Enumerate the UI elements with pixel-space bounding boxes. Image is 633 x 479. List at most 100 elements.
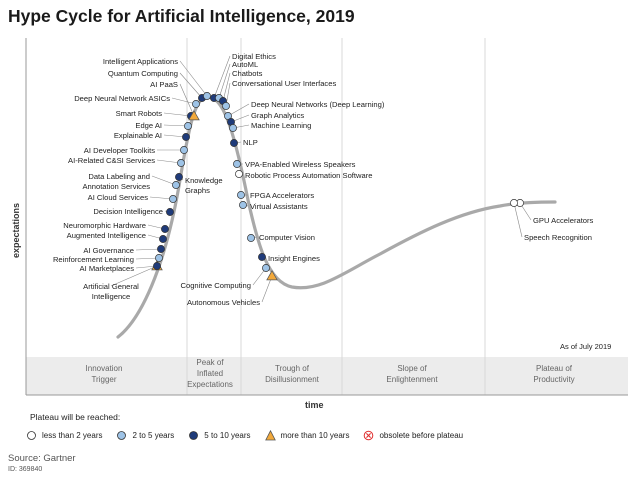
tech-marker xyxy=(203,92,211,100)
leader-line xyxy=(179,72,203,99)
tech-label: NLP xyxy=(243,138,258,147)
tech-label: Speech Recognition xyxy=(524,233,592,242)
leader-line xyxy=(222,72,231,102)
phase-label: Innovation Trigger xyxy=(86,364,123,384)
tech-label: Edge AI xyxy=(135,121,162,130)
tech-label: Digital Ethics xyxy=(232,52,276,61)
chart-title: Hype Cycle for Artificial Intelligence, … xyxy=(8,6,355,26)
leader-line xyxy=(171,97,197,105)
tech-marker xyxy=(159,235,167,243)
tech-label: Insight Engines xyxy=(268,254,320,263)
leader-line xyxy=(156,159,182,164)
tech-label: VPA-Enabled Wireless Speakers xyxy=(245,160,356,169)
leader-line xyxy=(213,55,231,99)
tech-label: Computer Vision xyxy=(259,233,315,242)
tech-label: AI Governance xyxy=(83,246,134,255)
legend-label: more than 10 years xyxy=(280,431,350,440)
leader-line xyxy=(163,112,192,117)
phase-label: Trough of Disillusionment xyxy=(265,364,320,384)
tech-label: Autonomous Vehicles xyxy=(187,298,260,307)
legend-label: less than 2 years xyxy=(42,431,103,440)
tech-marker xyxy=(247,234,255,242)
phase-band xyxy=(26,357,628,395)
tech-marker xyxy=(262,264,270,272)
legend-title: Plateau will be reached: xyxy=(30,412,121,422)
leader-line xyxy=(179,83,195,117)
tech-marker xyxy=(161,225,169,233)
leader-line xyxy=(179,60,208,97)
legend: less than 2 years 2 to 5 years 5 to 10 yea… xyxy=(26,430,463,441)
leader-line xyxy=(135,248,162,251)
tech-marker xyxy=(172,181,180,189)
tech-marker xyxy=(230,139,238,147)
tech-marker xyxy=(155,254,163,262)
tech-label: Robotic Process Automation Software xyxy=(245,171,372,180)
tech-label: Decision Intelligence xyxy=(93,207,163,216)
legend-item: 5 to 10 years xyxy=(188,430,251,441)
tech-marker xyxy=(182,133,190,141)
legend-item: more than 10 years xyxy=(264,430,350,441)
legend-label: obsolete before plateau xyxy=(379,431,464,440)
tech-marker xyxy=(157,245,165,253)
tech-marker xyxy=(266,270,278,281)
leader-line xyxy=(218,63,231,99)
tech-label: Graph Analytics xyxy=(251,111,304,120)
tech-marker xyxy=(239,201,247,209)
tech-label: Reinforcement Learning xyxy=(53,255,134,264)
tech-label: Data Labeling and Annotation Services xyxy=(82,172,150,191)
tech-marker xyxy=(233,160,241,168)
tech-label: Smart Robots xyxy=(116,109,163,118)
as-of-date: As of July 2019 xyxy=(560,342,612,351)
tech-label: FPGA Accelerators xyxy=(250,191,314,200)
tech-marker xyxy=(175,173,183,181)
legend-swatch xyxy=(364,430,374,441)
legend-item: less than 2 years xyxy=(26,430,102,441)
leader-line xyxy=(227,103,250,117)
source-note: Source: Gartner xyxy=(8,453,76,464)
tech-marker xyxy=(166,208,174,216)
leader-line xyxy=(513,202,523,238)
tech-label: Neuromorphic Hardware xyxy=(63,221,146,230)
tech-marker xyxy=(510,199,518,207)
tech-label: AutoML xyxy=(232,60,258,69)
tech-label: Intelligent Applications xyxy=(103,57,178,66)
legend-swatch xyxy=(27,431,36,440)
tech-label: Artificial General Intelligence xyxy=(83,282,139,301)
tech-marker xyxy=(192,100,200,108)
tech-label: AI PaaS xyxy=(150,80,178,89)
tech-marker xyxy=(237,191,245,199)
tech-marker xyxy=(184,122,192,130)
tech-label: Explainable AI xyxy=(114,131,162,140)
phase-label: Peak of Inflated Expectations xyxy=(187,358,233,389)
tech-marker xyxy=(258,253,266,261)
tech-marker xyxy=(180,146,188,154)
leader-line xyxy=(151,175,177,186)
tech-label: GPU Accelerators xyxy=(533,216,594,225)
tech-label: AI Marketplaces xyxy=(80,264,135,273)
phase-label: Slope of Enlightenment xyxy=(386,364,438,384)
legend-swatch xyxy=(264,430,276,441)
tech-label: Cognitive Computing xyxy=(181,281,252,290)
y-axis-label: expectations xyxy=(11,203,21,258)
document-id: ID: 369840 xyxy=(8,466,43,473)
tech-label: AI-Related C&SI Services xyxy=(68,156,155,165)
tech-label: AI Cloud Services xyxy=(88,193,149,202)
tech-label: Conversational User Interfaces xyxy=(232,79,336,88)
tech-marker xyxy=(169,195,177,203)
legend-item: obsolete before plateau xyxy=(363,430,463,441)
legend-label: 2 to 5 years xyxy=(132,431,175,440)
tech-label: Deep Neural Network ASICs xyxy=(74,94,170,103)
legend-swatch xyxy=(189,431,199,440)
legend-label: 5 to 10 years xyxy=(204,431,251,440)
tech-label: Quantum Computing xyxy=(108,69,178,78)
leader-line xyxy=(110,265,158,287)
phase-label: Plateau of Productivity xyxy=(533,364,574,384)
tech-marker xyxy=(229,124,237,132)
tech-label: Augmented Intelligence xyxy=(67,231,146,240)
tech-label: Machine Learning xyxy=(251,121,311,130)
tech-marker xyxy=(177,159,185,167)
leader-line xyxy=(163,124,189,127)
x-axis-label: time xyxy=(305,400,324,410)
tech-marker xyxy=(222,102,230,110)
